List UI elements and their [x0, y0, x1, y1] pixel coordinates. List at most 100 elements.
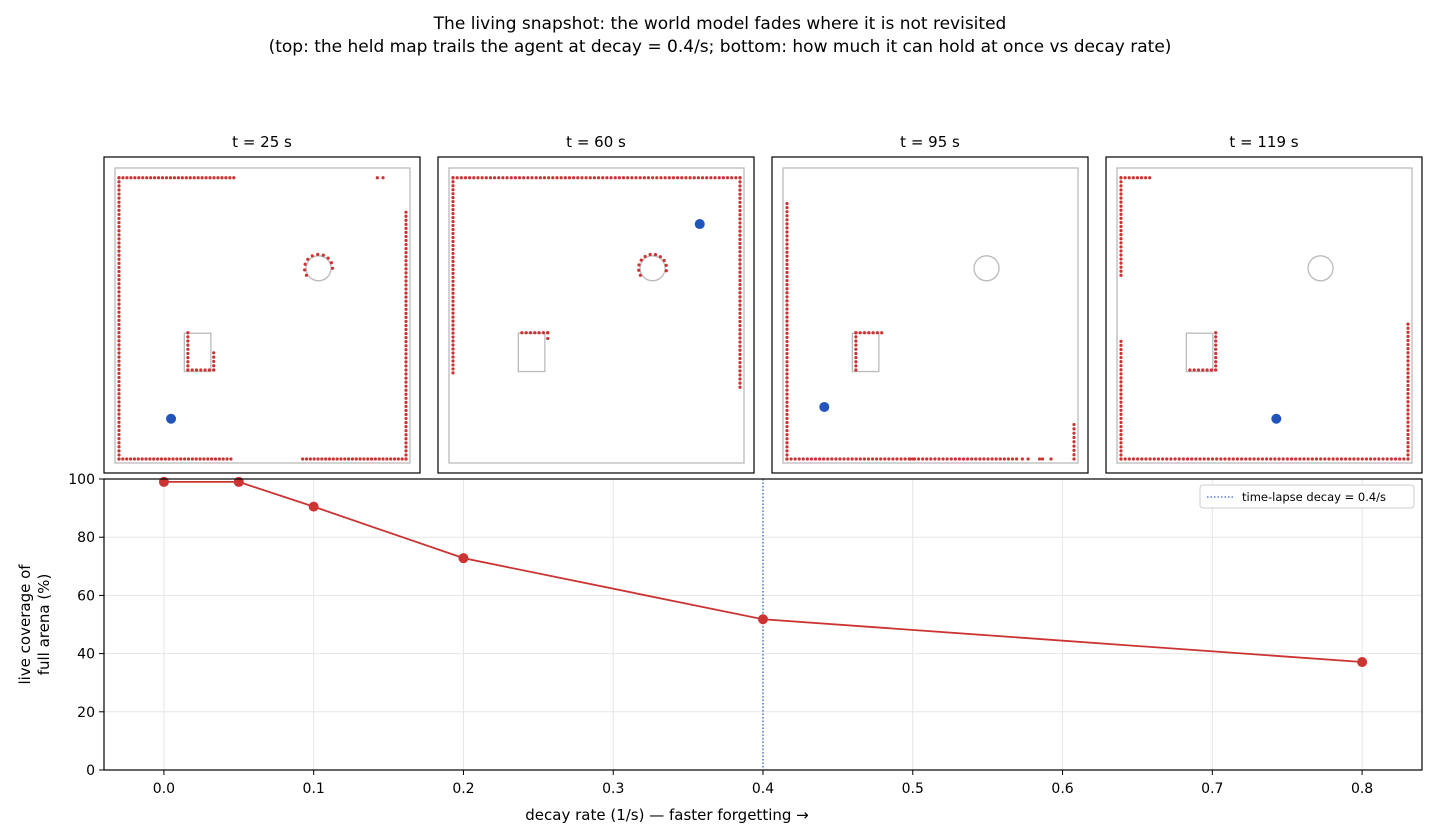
map-point — [404, 271, 408, 275]
map-point — [854, 364, 858, 368]
map-point — [1406, 355, 1410, 359]
map-point — [785, 279, 789, 283]
map-point — [228, 176, 232, 180]
map-point — [1244, 457, 1248, 461]
map-point — [793, 457, 797, 461]
panel-title: t = 119 s — [1229, 133, 1298, 151]
map-point — [1281, 457, 1285, 461]
map-point — [613, 176, 617, 180]
map-point — [1123, 176, 1127, 180]
map-point — [136, 457, 140, 461]
map-point — [785, 437, 789, 441]
map-point — [404, 279, 408, 283]
map-point — [455, 176, 459, 180]
map-point — [404, 384, 408, 388]
map-point — [1406, 449, 1410, 453]
map-point — [1335, 457, 1339, 461]
map-point — [1406, 322, 1410, 326]
agent-marker — [1271, 413, 1282, 424]
figure-subtitle: (top: the held map trails the agent at d… — [268, 37, 1172, 57]
map-point — [324, 457, 328, 461]
map-point — [700, 176, 705, 180]
map-point — [738, 282, 742, 287]
map-point — [1119, 208, 1123, 212]
map-point — [1214, 360, 1218, 364]
map-point — [520, 331, 524, 335]
map-point — [1049, 457, 1053, 461]
map-point — [1144, 457, 1148, 461]
y-tick-label: 40 — [77, 647, 95, 663]
map-point — [221, 457, 225, 461]
map-point — [854, 355, 858, 360]
map-point — [830, 457, 834, 461]
map-point — [117, 314, 121, 318]
map-point — [497, 176, 501, 180]
map-point — [1406, 404, 1410, 408]
map-point — [303, 268, 307, 272]
map-point — [129, 176, 133, 180]
map-point — [117, 273, 121, 278]
map-point — [738, 344, 742, 348]
map-point — [1123, 457, 1127, 461]
map-point — [164, 176, 169, 180]
map-point — [451, 311, 455, 315]
map-point — [212, 368, 216, 372]
map-point — [210, 457, 214, 461]
map-point — [1406, 428, 1410, 432]
map-point — [451, 251, 455, 256]
map-point — [404, 429, 408, 433]
map-point — [916, 457, 921, 461]
map-point — [834, 457, 838, 461]
map-point — [1406, 400, 1410, 404]
map-point — [304, 457, 309, 461]
map-point — [117, 351, 121, 355]
map-point — [785, 303, 789, 307]
map-point — [117, 437, 121, 441]
map-point — [1119, 184, 1123, 188]
map-point — [1072, 453, 1076, 457]
map-point — [301, 457, 305, 461]
map-point — [1119, 376, 1123, 380]
map-point — [738, 180, 742, 184]
map-point — [1406, 347, 1410, 351]
map-point — [1219, 457, 1223, 461]
map-point — [117, 392, 121, 396]
map-point — [638, 273, 643, 277]
map-point — [404, 380, 408, 384]
map-point — [1148, 457, 1152, 461]
arena-outline — [1116, 167, 1413, 464]
map-point — [785, 246, 789, 250]
map-point — [1119, 412, 1123, 416]
map-point — [186, 335, 190, 339]
map-point — [117, 196, 121, 200]
x-tick-label: 0.5 — [902, 781, 924, 797]
map-point — [653, 253, 658, 257]
map-point — [451, 215, 455, 220]
map-point — [375, 176, 379, 180]
map-point — [638, 176, 642, 180]
map-point — [316, 252, 320, 256]
map-point — [1165, 457, 1169, 461]
map-point — [998, 457, 1002, 461]
x-tick-label: 0.4 — [752, 781, 774, 797]
map-point — [217, 457, 221, 461]
map-point — [642, 176, 646, 180]
map-point — [225, 457, 229, 461]
map-point — [546, 331, 550, 335]
map-point — [1323, 457, 1327, 461]
y-tick-label: 60 — [77, 588, 95, 604]
map-panel — [1105, 156, 1423, 474]
map-point — [451, 239, 455, 244]
map-point — [1406, 420, 1410, 424]
map-point — [738, 356, 742, 361]
y-axis-label: full arena (%) — [35, 574, 53, 676]
map-point — [117, 192, 121, 196]
map-point — [738, 270, 742, 274]
map-point — [663, 176, 667, 180]
map-point — [451, 231, 455, 236]
map-point — [785, 343, 789, 348]
map-point — [117, 428, 121, 433]
map-point — [785, 218, 789, 222]
map-point — [738, 204, 742, 209]
map-point — [1119, 392, 1123, 396]
